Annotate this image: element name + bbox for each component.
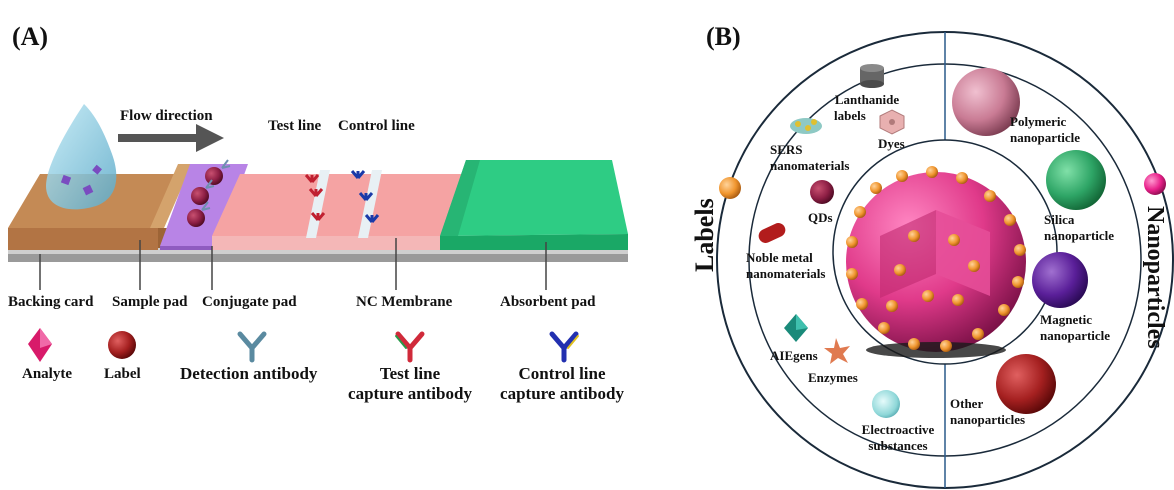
test-line-antibodies [304,174,326,221]
enzymes-label: Enzymes [808,370,858,385]
panel-a-tag: (A) [12,22,49,51]
electroactive-label-line1: Electroactive [861,422,935,437]
absorbent-pad-shape [440,160,628,236]
conjugate-labels [187,159,231,227]
sample-pad-label: Sample pad [112,294,188,310]
control-line-antibodies [350,170,380,223]
control-line-antibody-icon [549,331,579,363]
detection-antibody-legend-label: Detection antibody [180,364,318,383]
noble-metal-rod-icon [758,223,786,243]
label-legend-label: Label [104,366,141,382]
test-line-capture-label-line2: capture antibody [348,384,472,403]
aiegens-label: AIEgens [770,348,818,363]
other-nanoparticle-icon [996,354,1056,414]
lanthanide-label-line1: Lanthanide [834,92,900,107]
test-line-title: Test line [268,118,322,134]
lanthanide-label-line2: labels [834,108,866,123]
component-pointers [39,238,547,290]
labels-ring-title: Labels [690,198,719,272]
analyte-icon [28,328,52,362]
magnetic-nanoparticle-icon [1032,252,1088,308]
qds-sphere-icon [810,180,834,204]
sers-label-line1: SERS [770,142,803,157]
nanoparticles-ring-title: Nanoparticles [1142,206,1168,349]
detection-antibody-icon [237,331,267,363]
surface-dots [846,166,1026,352]
sers-cluster-icon [790,118,822,134]
polymeric-nanoparticle-icon [952,68,1020,136]
sers-label-line2: nanomaterials [770,158,850,173]
sample-pad-shape [150,164,192,228]
dyes-label: Dyes [878,136,905,151]
test-line-capture-label-line1: Test line [379,364,441,383]
silica-label-line2: nanoparticle [1044,228,1115,243]
absorbent-pad-label: Absorbent pad [500,294,596,310]
ring-magenta-dot-icon [1144,173,1166,195]
sample-droplet [46,104,117,210]
backing-card-label: Backing card [8,294,94,310]
noble-metal-label-line2: nanomaterials [746,266,826,281]
flow-direction-label: Flow direction [120,108,213,124]
test-line-antibody-icon [395,331,425,363]
silica-label-line1: Silica [1044,212,1075,227]
electroactive-sphere-icon [872,390,900,418]
electroactive-label-line2: substances [868,438,928,453]
ring-orange-dot-icon [719,177,741,199]
polymeric-label-line2: nanoparticle [1010,130,1081,145]
nc-membrane-shape [212,174,470,236]
control-line-capture-label-line2: capture antibody [500,384,624,403]
lanthanide-cylinder-icon [860,64,884,88]
control-line-title: Control line [338,118,415,134]
polymeric-label-line1: Polymeric [1010,114,1067,129]
nc-membrane-label: NC Membrane [356,294,453,310]
noble-metal-label-line1: Noble metal [746,250,813,265]
magnetic-label-line2: nanoparticle [1040,328,1111,343]
qds-label: QDs [808,210,833,225]
other-label-line2: nanoparticles [950,412,1026,427]
control-line-capture-label-line1: Control line [518,364,606,383]
other-label-line1: Other [950,396,984,411]
flow-arrow [118,124,224,152]
enzyme-star-icon [824,338,850,364]
analyte-legend-label: Analyte [22,366,72,382]
conjugate-pad-label: Conjugate pad [202,294,297,310]
aiegens-octahedron-icon [784,314,808,342]
magnetic-label-line1: Magnetic [1040,312,1092,327]
conjugate-pad-shape [160,164,248,246]
label-sphere-icon [108,331,136,359]
silica-nanoparticle-icon [1046,150,1106,210]
dyes-hexagon-icon [879,109,905,135]
panel-b-tag: (B) [706,22,741,51]
